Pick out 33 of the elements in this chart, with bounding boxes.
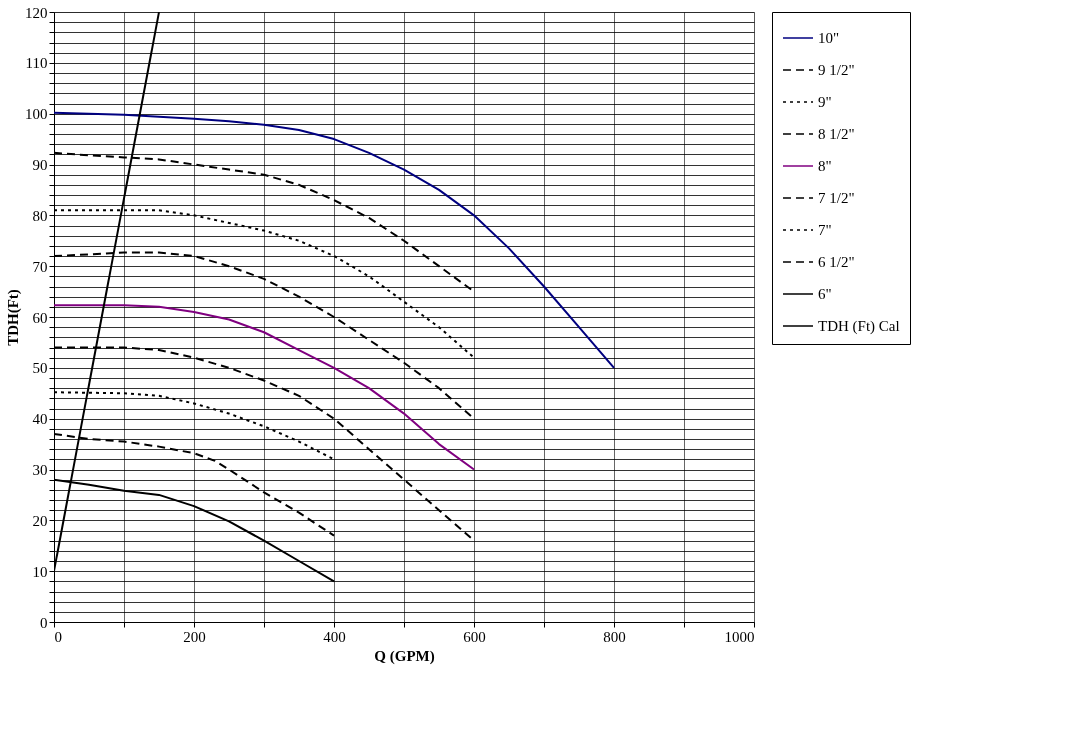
y-tick-label: 120 [25,4,48,21]
legend-label: 7 1/2" [818,190,855,206]
x-axis-title: Q (GPM) [374,647,435,665]
legend-label: 9" [818,94,832,110]
legend-label: 7" [818,222,832,238]
y-tick-label: 40 [32,411,48,428]
legend-label: 6 1/2" [818,254,855,270]
x-tick-label: 800 [603,628,626,645]
legend-label: 10" [818,30,840,46]
y-tick-label: 30 [32,462,48,478]
line-series [54,111,615,369]
y-tick-label: 10 [32,563,48,580]
y-tick-label: 90 [32,157,48,173]
y-tick-label: 0 [40,614,48,631]
x-tick-label: 0 [54,628,62,645]
y-tick-label: 80 [32,207,48,224]
legend-label: 9 1/2" [818,62,855,78]
legend-label: 8" [818,158,832,174]
x-tick-label: 200 [183,628,206,645]
legend-label: 6" [818,286,832,302]
x-tick-label: 600 [463,628,486,645]
legend-label: 8 1/2" [818,126,855,142]
x-tick-label: 1000 [724,628,755,645]
x-tick-label: 400 [323,628,346,645]
y-tick-label: 70 [32,258,48,275]
y-tick-label: 60 [32,309,48,326]
line-series [54,304,475,471]
y-tick-label: 50 [32,360,48,377]
y-axis-title: TDH(Ft) [5,289,22,346]
y-tick-label: 20 [32,512,48,529]
y-tick-label: 110 [25,55,48,72]
legend-label: TDH (Ft) Cal [818,318,900,335]
y-tick-label: 100 [25,106,48,123]
